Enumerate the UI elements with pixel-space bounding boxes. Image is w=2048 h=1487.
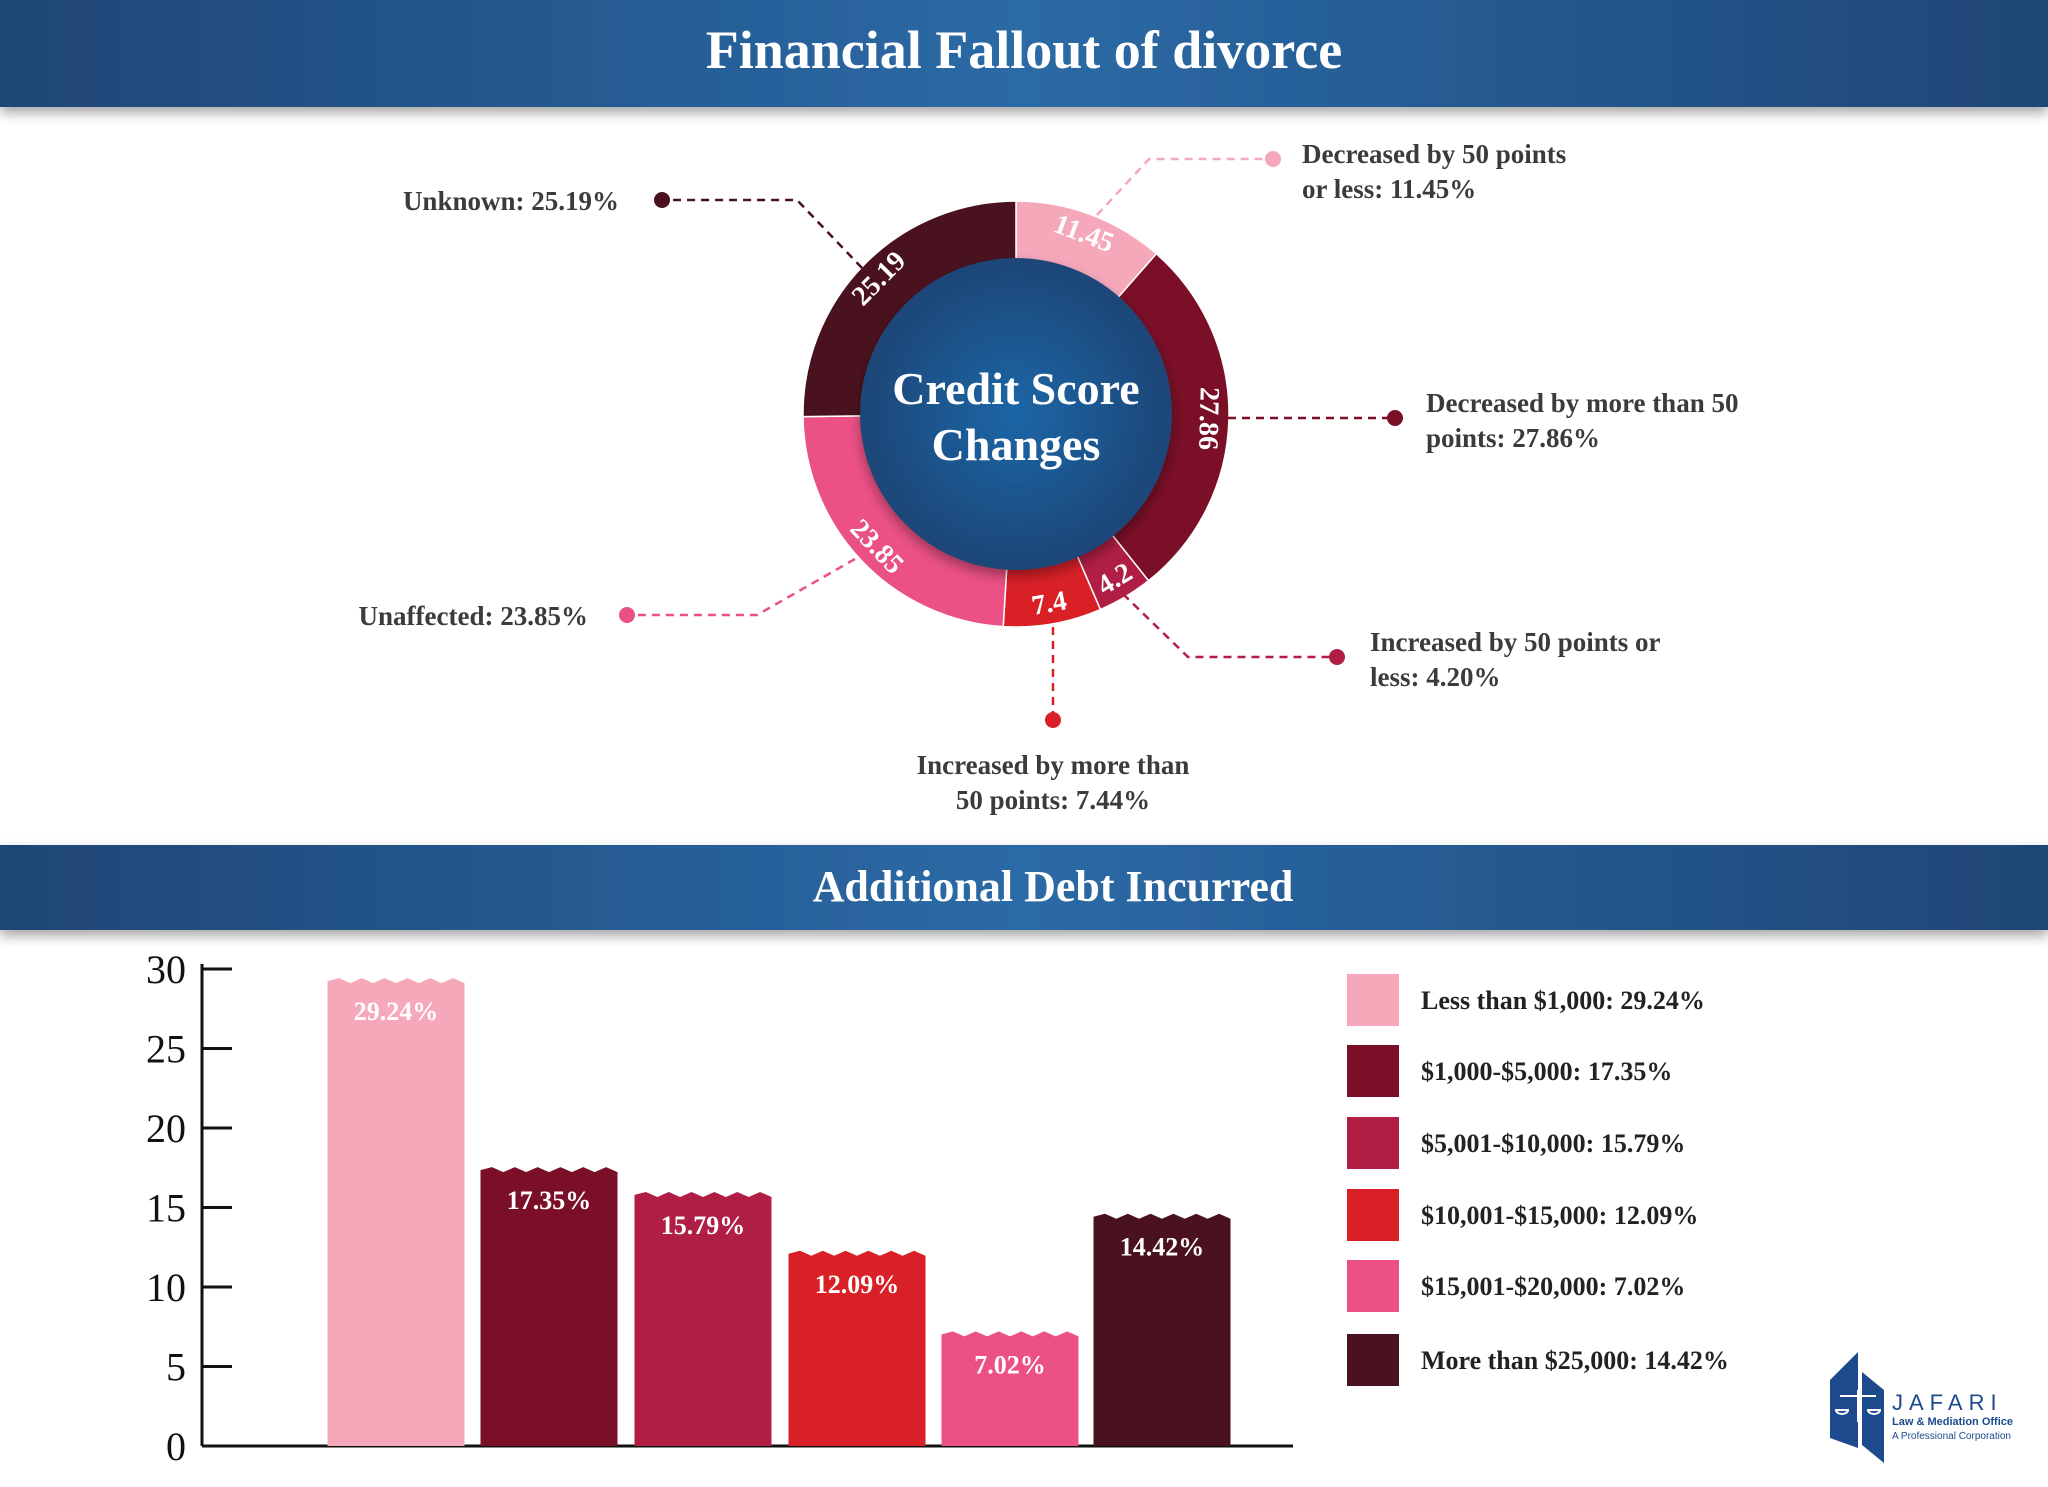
bar-value-label: 12.09% xyxy=(815,1270,900,1299)
bar xyxy=(480,1167,618,1446)
callout-dot xyxy=(1265,151,1281,167)
y-tick-label: 10 xyxy=(146,1265,186,1310)
legend-swatch xyxy=(1347,1117,1399,1169)
callout-dot xyxy=(654,192,670,208)
donut-center-label: Changes xyxy=(932,419,1101,470)
slice-value-label: 27.86 xyxy=(1192,387,1225,451)
callout-dot xyxy=(1045,712,1061,728)
main-header: Financial Fallout of divorce xyxy=(0,0,2048,107)
legend-swatch xyxy=(1347,1189,1399,1241)
debt-bar-chart: 0 5 10 15 20 25 30 29.24% 17.35% 15.79% 12.09% 7.02… xyxy=(146,947,1293,1469)
section-title: Additional Debt Incurred xyxy=(813,862,1294,911)
callout-label: Unaffected: 23.85% xyxy=(359,601,588,631)
callout-label: Decreased by more than 50 xyxy=(1426,388,1738,418)
bar-value-label: 7.02% xyxy=(974,1350,1046,1379)
callout-label: or less: 11.45% xyxy=(1302,174,1476,204)
slice-value-label: 7.4 xyxy=(1029,585,1069,622)
bar xyxy=(327,978,465,1446)
callout-label: Increased by more than xyxy=(917,750,1190,780)
y-tick-label: 25 xyxy=(146,1027,186,1072)
bar-value-label: 15.79% xyxy=(661,1211,746,1240)
section-header: Additional Debt Incurred xyxy=(0,845,2048,930)
callout-dot xyxy=(619,607,635,623)
donut-center-label: Credit Score xyxy=(892,363,1139,414)
callout-label: points: 27.86% xyxy=(1426,423,1600,453)
legend-label: More than $25,000: 14.42% xyxy=(1421,1346,1729,1375)
legend-swatch xyxy=(1347,1334,1399,1386)
callout-leader-line xyxy=(662,198,863,269)
y-tick-label: 5 xyxy=(166,1345,186,1390)
legend-label: $1,000-$5,000: 17.35% xyxy=(1421,1057,1672,1086)
callout-label: Decreased by 50 points xyxy=(1302,139,1566,169)
bar xyxy=(941,1331,1079,1446)
logo-name: JAFARI xyxy=(1892,1390,2003,1415)
page-title: Financial Fallout of divorce xyxy=(706,20,1342,80)
callout-leader-line xyxy=(1122,593,1337,659)
bar xyxy=(788,1250,926,1446)
callout-leader-line xyxy=(1096,157,1273,216)
legend-swatch xyxy=(1347,1260,1399,1312)
y-tick-label: 15 xyxy=(146,1186,186,1231)
legend-label: $15,001-$20,000: 7.02% xyxy=(1421,1272,1685,1301)
scales-of-justice-icon xyxy=(1834,1390,1882,1422)
legend-swatch xyxy=(1347,974,1399,1026)
callout-label: Increased by 50 points or xyxy=(1370,627,1661,657)
bar-value-label: 17.35% xyxy=(507,1186,592,1215)
bar xyxy=(634,1191,772,1446)
bar xyxy=(1093,1213,1231,1446)
callout-label: 50 points: 7.44% xyxy=(956,785,1150,815)
legend-label: $10,001-$15,000: 12.09% xyxy=(1421,1201,1698,1230)
callout-leader-line xyxy=(627,557,856,617)
callout-label: Unknown: 25.19% xyxy=(403,186,619,216)
logo-line2: A Professional Corporation xyxy=(1892,1431,2011,1442)
legend-swatch xyxy=(1347,1045,1399,1097)
donut-callouts: Decreased by 50 points or less: 11.45% Dec… xyxy=(359,139,1739,815)
y-tick-label: 30 xyxy=(146,947,186,992)
logo-line1: Law & Mediation Office xyxy=(1892,1416,2013,1428)
legend-label: Less than $1,000: 29.24% xyxy=(1421,986,1705,1015)
donut-center xyxy=(860,258,1172,570)
callout-dot xyxy=(1387,410,1403,426)
callout-dot xyxy=(1329,649,1345,665)
y-tick-label: 20 xyxy=(146,1106,186,1151)
legend-label: $5,001-$10,000: 15.79% xyxy=(1421,1129,1685,1158)
jafari-logo: JAFARI Law & Mediation Office A Professi… xyxy=(1830,1352,2013,1463)
bar-value-label: 14.42% xyxy=(1120,1233,1205,1262)
callout-label: less: 4.20% xyxy=(1370,662,1501,692)
bar-legend: Less than $1,000: 29.24% $1,000-$5,000: 1… xyxy=(1347,974,1729,1386)
bar-value-label: 29.24% xyxy=(354,997,439,1026)
y-tick-label: 0 xyxy=(166,1424,186,1469)
